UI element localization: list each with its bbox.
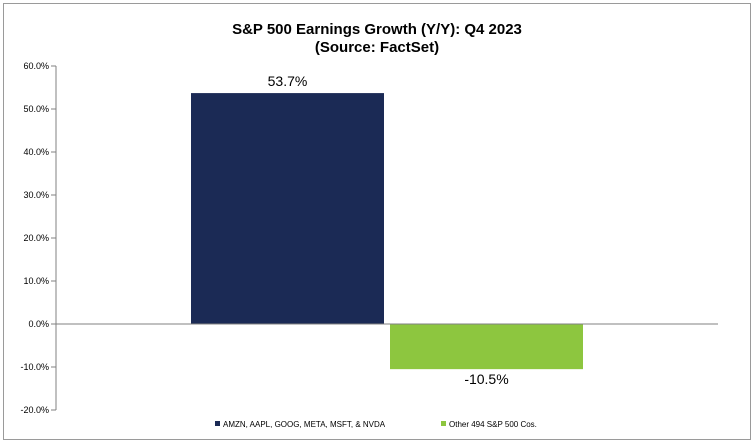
y-tick-label: 0.0% xyxy=(28,319,49,329)
y-tick-label: 40.0% xyxy=(23,147,49,157)
y-tick-label: 10.0% xyxy=(23,276,49,286)
y-tick-label: 50.0% xyxy=(23,104,49,114)
legend-swatch-2 xyxy=(441,421,446,426)
y-tick-label: 30.0% xyxy=(23,190,49,200)
bar-2 xyxy=(390,324,583,370)
chart-title: S&P 500 Earnings Growth (Y/Y): Q4 2023 xyxy=(232,21,522,38)
legend-label-1: AMZN, AAPL, GOOG, META, MSFT, & NVDA xyxy=(223,420,386,429)
y-tick-label: 20.0% xyxy=(23,233,49,243)
legend-label-2: Other 494 S&P 500 Cos. xyxy=(449,420,537,429)
data-label-2: -10.5% xyxy=(464,371,508,387)
y-axis: 60.0% 50.0% 40.0% 30.0% 20.0% 10.0% 0.0% -10.0%… xyxy=(20,61,56,415)
bars xyxy=(191,93,583,370)
y-tick-label: -20.0% xyxy=(20,405,49,415)
chart-subtitle: (Source: FactSet) xyxy=(315,39,439,56)
legend-swatch-1 xyxy=(215,421,220,426)
y-tick-label: 60.0% xyxy=(23,61,49,71)
chart-frame: S&P 500 Earnings Growth (Y/Y): Q4 2023 (… xyxy=(3,3,751,440)
y-tick-label: -10.0% xyxy=(20,362,49,372)
chart: S&P 500 Earnings Growth (Y/Y): Q4 2023 (… xyxy=(20,21,718,429)
data-labels: 53.7% -10.5% xyxy=(268,73,509,387)
bar-1 xyxy=(191,93,384,324)
legend: AMZN, AAPL, GOOG, META, MSFT, & NVDA Othe… xyxy=(215,420,537,429)
data-label-1: 53.7% xyxy=(268,73,308,89)
